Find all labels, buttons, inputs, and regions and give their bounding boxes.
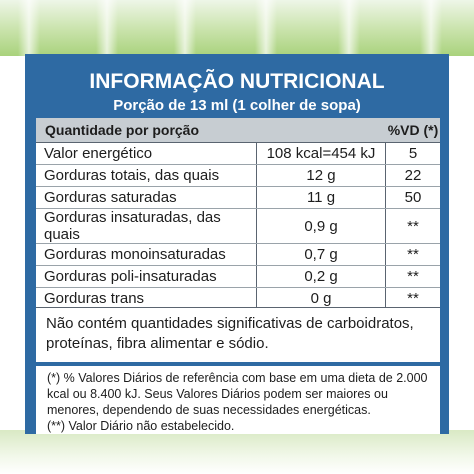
- nutrient-vd: 50: [385, 186, 440, 209]
- table-row: Gorduras saturadas 11 g 50: [36, 186, 440, 209]
- nutrient-vd: **: [385, 243, 440, 266]
- nutrient-vd: **: [385, 265, 440, 288]
- background-leaves-bottom: [0, 430, 474, 474]
- nutrient-name: Gorduras saturadas: [36, 186, 257, 209]
- background-leaf-highlight: [338, 0, 360, 56]
- nutrition-note: Não contém quantidades significativas de…: [46, 315, 414, 352]
- nutrient-name: Gorduras poli-insaturadas: [36, 265, 257, 288]
- table-row: Gorduras trans 0 g **: [36, 287, 440, 310]
- table-row: Valor energético 108 kcal=454 kJ 5: [36, 142, 440, 165]
- background-leaf-highlight: [96, 0, 118, 56]
- nutrient-vd: 22: [385, 164, 440, 187]
- table-row: Gorduras insaturadas, das quais 0,9 g **: [36, 208, 440, 244]
- table-column-header: Quantidade por porção %VD (*): [36, 118, 440, 142]
- footnote-panel: (*) % Valores Diários de referência com …: [36, 366, 440, 434]
- nutrient-amount: 12 g: [256, 164, 386, 187]
- label-header: INFORMAÇÃO NUTRICIONAL Porção de 13 ml (…: [25, 54, 449, 116]
- background-leaf-highlight: [18, 0, 40, 56]
- table-row: Gorduras monoinsaturadas 0,7 g **: [36, 243, 440, 266]
- column-vd-header: %VD (*): [387, 122, 439, 138]
- footnote-daily-values: (*) % Valores Diários de referência com …: [47, 371, 428, 417]
- nutrient-amount: 0,9 g: [256, 208, 386, 244]
- footnotes: (*) % Valores Diários de referência com …: [47, 370, 433, 434]
- footnote-not-established: (**) Valor Diário não estabelecido.: [47, 419, 235, 433]
- label-title: INFORMAÇÃO NUTRICIONAL: [89, 70, 385, 93]
- nutrient-amount: 0,7 g: [256, 243, 386, 266]
- column-quantity-header: Quantidade por porção: [45, 122, 200, 138]
- nutrient-vd: 5: [385, 142, 440, 165]
- nutrient-name: Gorduras trans: [36, 287, 257, 310]
- nutrient-amount: 11 g: [256, 186, 386, 209]
- nutrient-amount: 0,2 g: [256, 265, 386, 288]
- portion-size: Porção de 13 ml (1 colher de sopa): [113, 97, 361, 114]
- table-row: Gorduras poli-insaturadas 0,2 g **: [36, 265, 440, 288]
- nutrient-amount: 108 kcal=454 kJ: [256, 142, 386, 165]
- nutrient-name: Gorduras insaturadas, das quais: [36, 208, 257, 244]
- background-leaf-highlight: [174, 0, 196, 56]
- nutrition-label: INFORMAÇÃO NUTRICIONAL Porção de 13 ml (…: [25, 54, 449, 434]
- background-leaf-highlight: [420, 0, 442, 56]
- nutrient-vd: **: [385, 208, 440, 244]
- table-row: Gorduras totais, das quais 12 g 22: [36, 164, 440, 187]
- nutrient-name: Gorduras monoinsaturadas: [36, 243, 257, 266]
- nutrient-name: Valor energético: [36, 142, 257, 165]
- note-panel: Não contém quantidades significativas de…: [36, 307, 440, 361]
- background-leaf-highlight: [255, 0, 277, 56]
- background-leaves-top: [0, 0, 474, 56]
- nutrition-table-panel: Quantidade por porção %VD (*) Valor ener…: [36, 118, 440, 362]
- nutrient-name: Gorduras totais, das quais: [36, 164, 257, 187]
- nutrition-table: Valor energético 108 kcal=454 kJ 5 Gordu…: [36, 142, 440, 310]
